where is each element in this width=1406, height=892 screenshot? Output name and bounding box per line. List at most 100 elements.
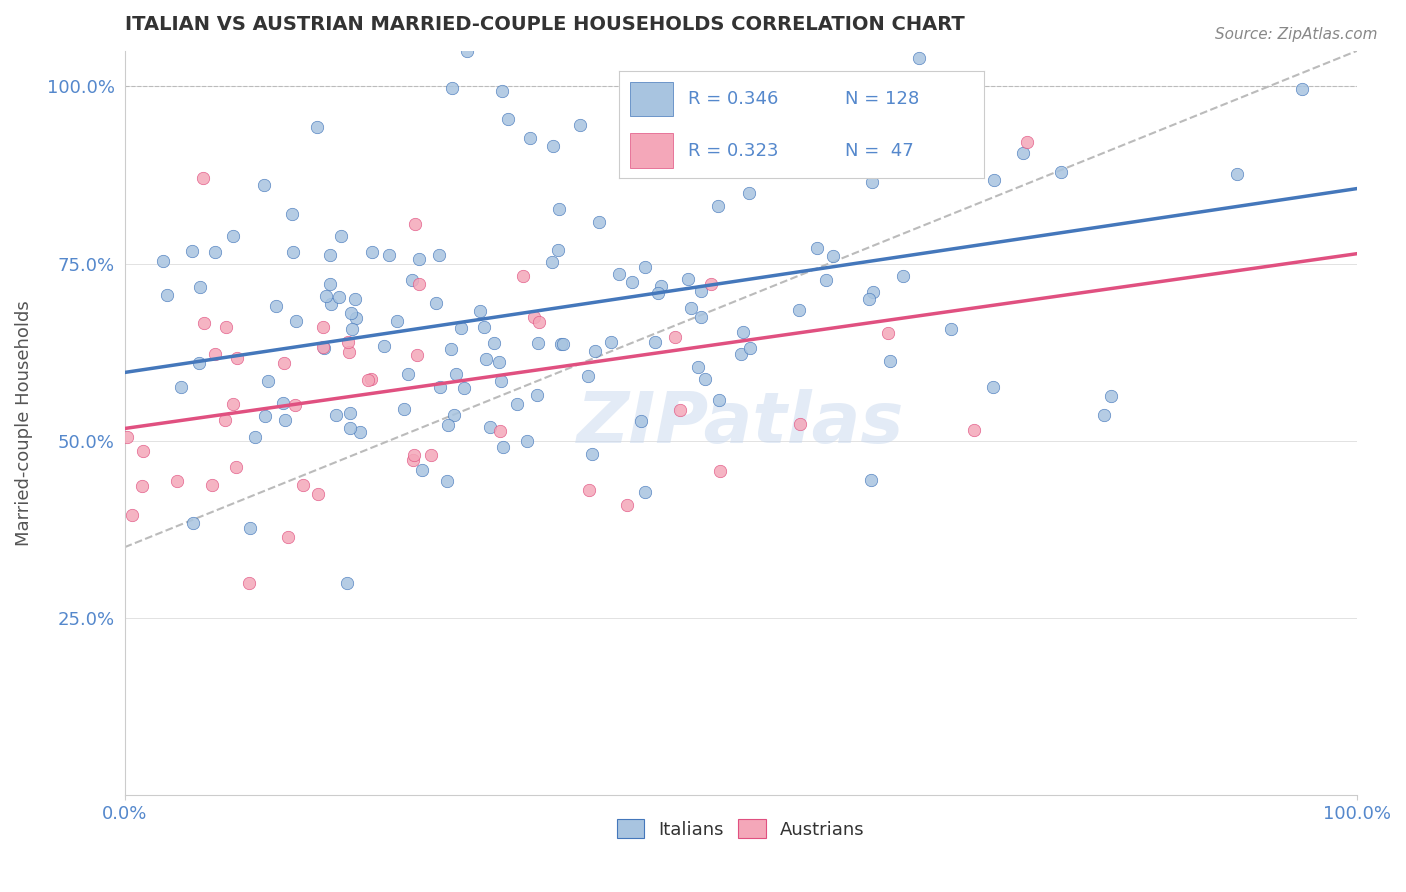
Point — [1226, 167, 1249, 181]
Point — [191, 170, 214, 185]
Point — [707, 392, 730, 407]
Point — [983, 172, 1005, 186]
Point — [406, 348, 429, 362]
Point — [243, 429, 266, 443]
Point — [166, 474, 188, 488]
Point — [325, 408, 347, 422]
Point — [472, 319, 495, 334]
Point — [823, 249, 845, 263]
Point — [318, 248, 340, 262]
Point — [488, 355, 510, 369]
Text: R = 0.346: R = 0.346 — [688, 90, 779, 108]
Point — [588, 215, 610, 229]
Text: N = 128: N = 128 — [845, 90, 920, 108]
Point — [981, 380, 1004, 394]
Point — [222, 397, 245, 411]
Point — [396, 367, 419, 381]
Point — [578, 483, 600, 498]
Point — [201, 478, 224, 492]
Point — [314, 341, 336, 355]
Point — [689, 310, 711, 324]
Point — [319, 277, 342, 292]
Point — [429, 380, 451, 394]
Point — [440, 80, 463, 95]
Point — [152, 254, 174, 268]
Point — [506, 397, 529, 411]
Text: Source: ZipAtlas.com: Source: ZipAtlas.com — [1215, 27, 1378, 42]
Y-axis label: Married-couple Households: Married-couple Households — [15, 301, 32, 546]
Point — [221, 228, 243, 243]
FancyBboxPatch shape — [630, 134, 673, 168]
Point — [789, 417, 811, 431]
Point — [634, 260, 657, 274]
Point — [512, 268, 534, 283]
Point — [491, 84, 513, 98]
Point — [253, 178, 276, 192]
Point — [404, 217, 426, 231]
Point — [690, 284, 713, 298]
Point — [274, 413, 297, 427]
Point — [440, 342, 463, 356]
Point — [543, 138, 565, 153]
Point — [187, 356, 209, 370]
Point — [336, 575, 359, 590]
Point — [1017, 136, 1039, 150]
Point — [181, 516, 204, 531]
Point — [321, 297, 343, 311]
Point — [315, 289, 337, 303]
Point — [634, 484, 657, 499]
Point — [204, 347, 226, 361]
FancyBboxPatch shape — [630, 82, 673, 116]
Point — [239, 521, 262, 535]
Point — [664, 330, 686, 344]
Point — [519, 130, 541, 145]
Point — [425, 296, 447, 310]
Point — [581, 447, 603, 461]
Point — [307, 486, 329, 500]
Point — [706, 199, 728, 213]
Text: N =  47: N = 47 — [845, 142, 914, 160]
Point — [360, 244, 382, 259]
Point — [330, 229, 353, 244]
Point — [336, 334, 359, 349]
Point — [215, 320, 238, 334]
Point — [540, 255, 562, 269]
Point — [489, 425, 512, 439]
Point — [860, 175, 883, 189]
Point — [121, 508, 143, 522]
Point — [733, 326, 755, 340]
Point — [1092, 408, 1115, 422]
Point — [647, 285, 669, 300]
Point — [188, 280, 211, 294]
Point — [806, 241, 828, 255]
Point — [443, 408, 465, 422]
Point — [284, 398, 307, 412]
Point — [337, 345, 360, 359]
Text: R = 0.323: R = 0.323 — [688, 142, 779, 160]
Point — [569, 118, 592, 132]
Text: ZIPatlas: ZIPatlas — [576, 389, 904, 458]
Point — [529, 315, 551, 329]
Point — [378, 248, 401, 262]
Point — [482, 336, 505, 351]
Point — [387, 314, 409, 328]
Point — [408, 252, 430, 266]
Point — [238, 575, 260, 590]
Point — [450, 320, 472, 334]
Point — [891, 269, 914, 284]
Point — [193, 316, 215, 330]
Point — [700, 277, 723, 292]
Point — [730, 347, 752, 361]
Point — [453, 381, 475, 395]
Point — [907, 50, 929, 64]
Point — [271, 396, 294, 410]
Point — [686, 359, 709, 374]
Point — [312, 340, 335, 354]
Point — [328, 291, 350, 305]
Point — [787, 303, 810, 318]
Point — [607, 267, 630, 281]
Point — [273, 356, 295, 370]
Point — [254, 409, 277, 424]
Point — [181, 244, 204, 258]
Point — [647, 139, 669, 153]
